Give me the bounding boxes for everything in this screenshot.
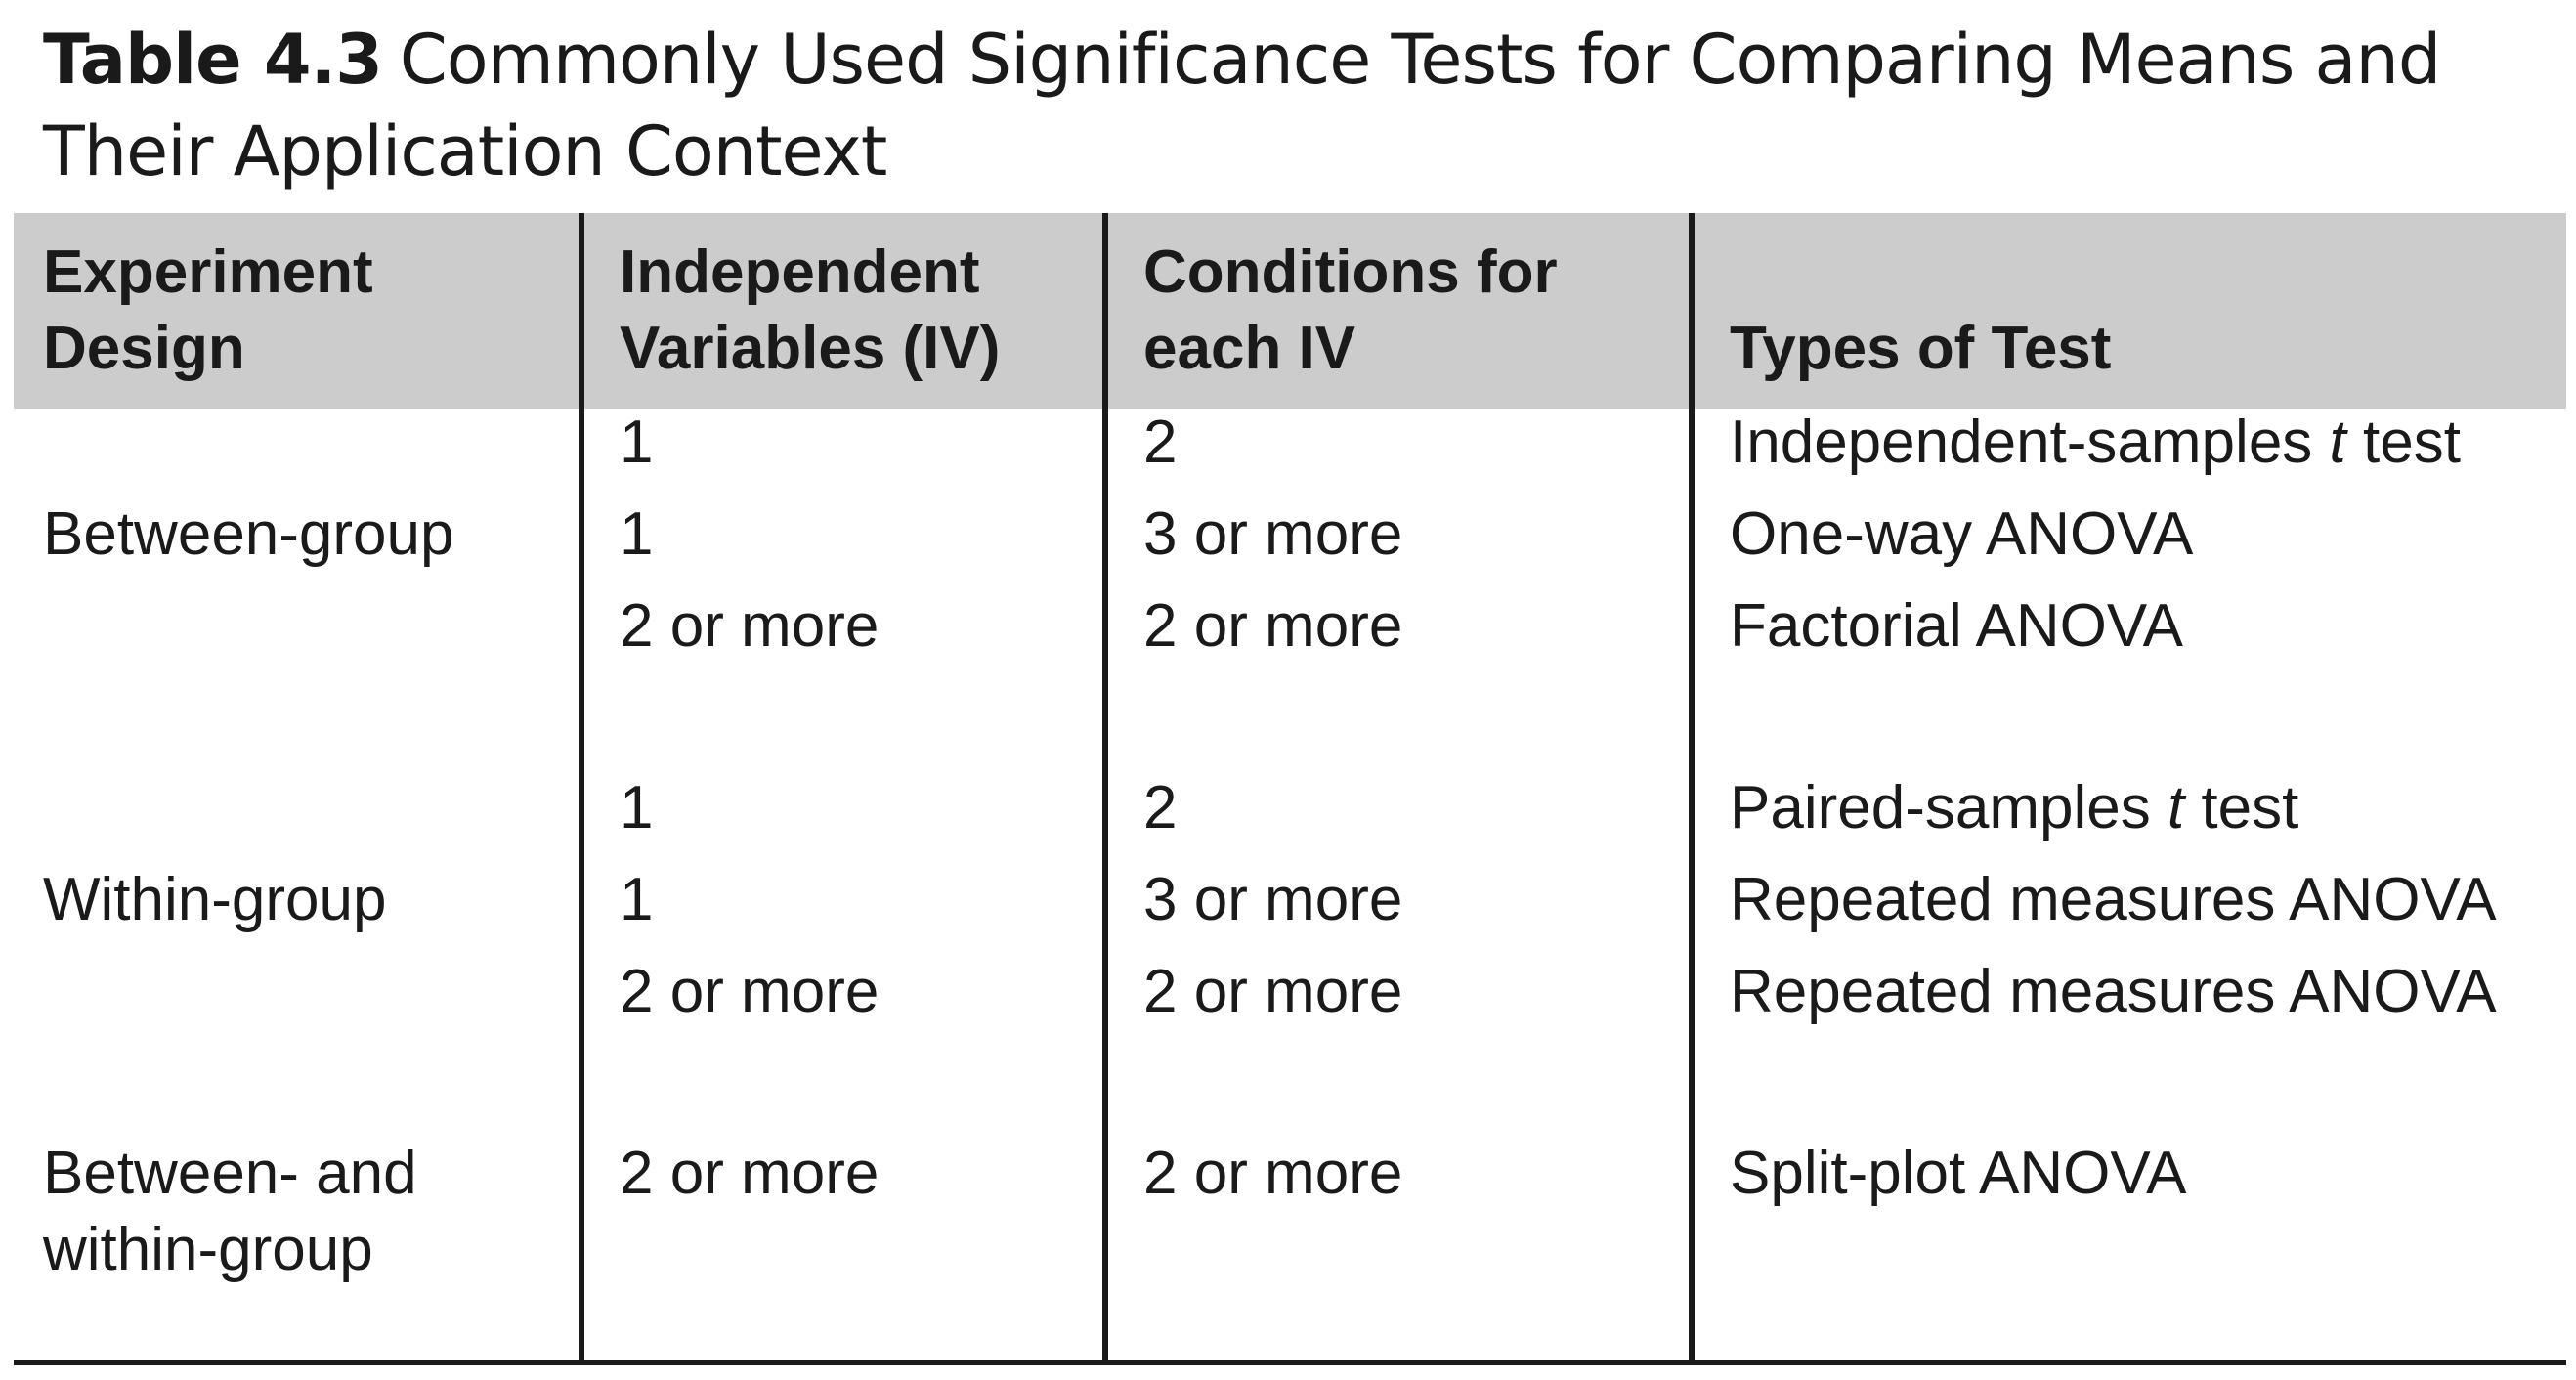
test-cell: One-way ANOVA [1730,500,2194,568]
design-cell: Within-group [43,866,387,933]
significance-tests-table: Experiment Design Independent Variables … [14,213,2566,1366]
header-row [14,213,2566,409]
conditions-cell: 2 or more [1143,1140,1403,1207]
iv-cell: 1 [620,774,654,841]
test-cell: Independent-samples t test [1730,409,2461,476]
conditions-cell: 2 or more [1143,958,1403,1025]
test-cell: Repeated measures ANOVA [1730,866,2497,933]
header-independent-variables: Independent Variables (IV) [620,238,1001,382]
column-divider [1689,213,1695,1362]
header-experiment-design: Experiment Design [43,238,373,382]
header-conditions: Conditions for each IV [1143,238,1558,382]
iv-cell: 2 or more [620,592,880,660]
design-cell: within-group [43,1216,373,1283]
test-cell: Factorial ANOVA [1730,592,2184,660]
conditions-cell: 2 [1143,409,1178,476]
table-title: Commonly Used Significance Tests for Com… [43,20,2441,192]
header-types-of-test: Types of Test [1730,315,2112,382]
conditions-cell: 2 [1143,774,1178,841]
design-cell: Between- and [43,1140,417,1207]
iv-cell: 1 [620,866,654,933]
conditions-cell: 3 or more [1143,500,1403,568]
test-cell: Repeated measures ANOVA [1730,958,2497,1025]
iv-cell: 2 or more [620,1140,880,1207]
test-cell: Paired-samples t test [1730,774,2299,841]
iv-cell: 1 [620,500,654,568]
design-cell: Between-group [43,500,454,568]
column-divider [579,213,584,1362]
table-number: Table 4.3 [43,20,383,100]
conditions-cell: 2 or more [1143,592,1403,660]
test-cell: Split-plot ANOVA [1730,1140,2187,1207]
iv-cell: 2 or more [620,958,880,1025]
column-divider [1102,213,1108,1362]
iv-cell: 1 [620,409,654,476]
table-caption: Table 4.3 Commonly Used Significance Test… [43,14,2545,197]
table-bottom-rule [14,1360,2566,1365]
conditions-cell: 3 or more [1143,866,1403,933]
